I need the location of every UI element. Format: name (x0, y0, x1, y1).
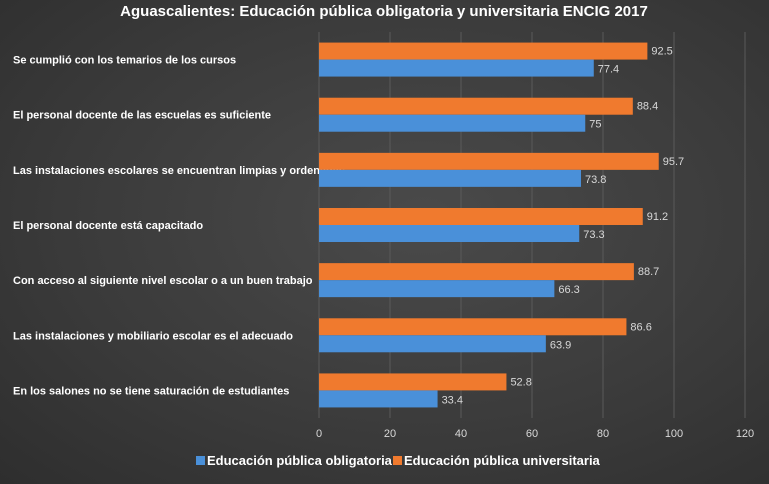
bar-universitaria (319, 152, 659, 170)
data-label-obligatoria: 75 (589, 119, 601, 131)
category-label: Con acceso al siguiente nivel escolar o … (13, 275, 313, 287)
x-tick-label: 60 (526, 428, 538, 440)
x-tick-label: 0 (316, 428, 322, 440)
data-label-obligatoria: 73.3 (583, 229, 604, 241)
data-label-obligatoria: 77.4 (598, 64, 619, 76)
category-label: El personal docente de las escuelas es s… (13, 110, 271, 122)
bar-obligatoria (319, 114, 586, 132)
bar-universitaria (319, 97, 633, 115)
category-label: Las instalaciones y mobiliario escolar e… (13, 330, 293, 342)
legend: Educación pública obligatoria Educación … (196, 453, 601, 468)
bars (319, 42, 659, 408)
data-label-universitaria: 86.6 (630, 321, 651, 333)
bar-obligatoria (319, 280, 555, 298)
data-label-universitaria: 92.5 (651, 46, 672, 58)
x-tick-label: 40 (455, 428, 467, 440)
x-axis-ticks: 0 20 40 60 80 100 120 (316, 428, 754, 440)
bar-obligatoria (319, 59, 594, 77)
category-label: El personal docente está capacitado (13, 220, 203, 232)
legend-swatch-universitaria (393, 456, 402, 465)
x-tick-label: 80 (597, 428, 609, 440)
data-label-obligatoria: 63.9 (550, 339, 571, 351)
bar-universitaria (319, 208, 643, 225)
category-label: Se cumplió con los temarios de los curso… (13, 55, 236, 67)
bar-universitaria (319, 263, 634, 281)
bar-universitaria (319, 42, 648, 60)
x-tick-label: 100 (665, 428, 683, 440)
bar-universitaria (319, 373, 507, 391)
bar-obligatoria (319, 390, 438, 408)
bar-obligatoria (319, 335, 546, 353)
bar-obligatoria (319, 225, 580, 242)
category-label: Las instalaciones escolares se encuentra… (13, 165, 345, 177)
category-label: En los salones no se tiene saturación de… (13, 385, 289, 397)
data-label-universitaria: 88.4 (637, 101, 658, 113)
data-labels: 92.5 77.4 88.4 75 95.7 73.8 91.2 73.3 88.7 66.3 86… (442, 46, 685, 407)
data-label-universitaria: 95.7 (663, 156, 684, 168)
x-tick-label: 20 (384, 428, 396, 440)
data-label-obligatoria: 73.8 (585, 174, 606, 186)
legend-label-obligatoria: Educación pública obligatoria (207, 453, 393, 468)
chart-title: Aguascalientes: Educación pública obliga… (120, 3, 648, 20)
data-label-obligatoria: 33.4 (442, 394, 463, 406)
data-label-universitaria: 52.8 (510, 376, 531, 388)
data-label-universitaria: 88.7 (638, 266, 659, 278)
legend-swatch-obligatoria (196, 456, 205, 465)
data-label-universitaria: 91.2 (647, 211, 668, 223)
x-tick-label: 120 (736, 428, 754, 440)
category-labels: Se cumplió con los temarios de los curso… (13, 55, 345, 398)
data-label-obligatoria: 66.3 (558, 284, 579, 296)
bar-universitaria (319, 318, 627, 336)
legend-label-universitaria: Educación pública universitaria (404, 453, 601, 468)
bar-obligatoria (319, 169, 581, 187)
